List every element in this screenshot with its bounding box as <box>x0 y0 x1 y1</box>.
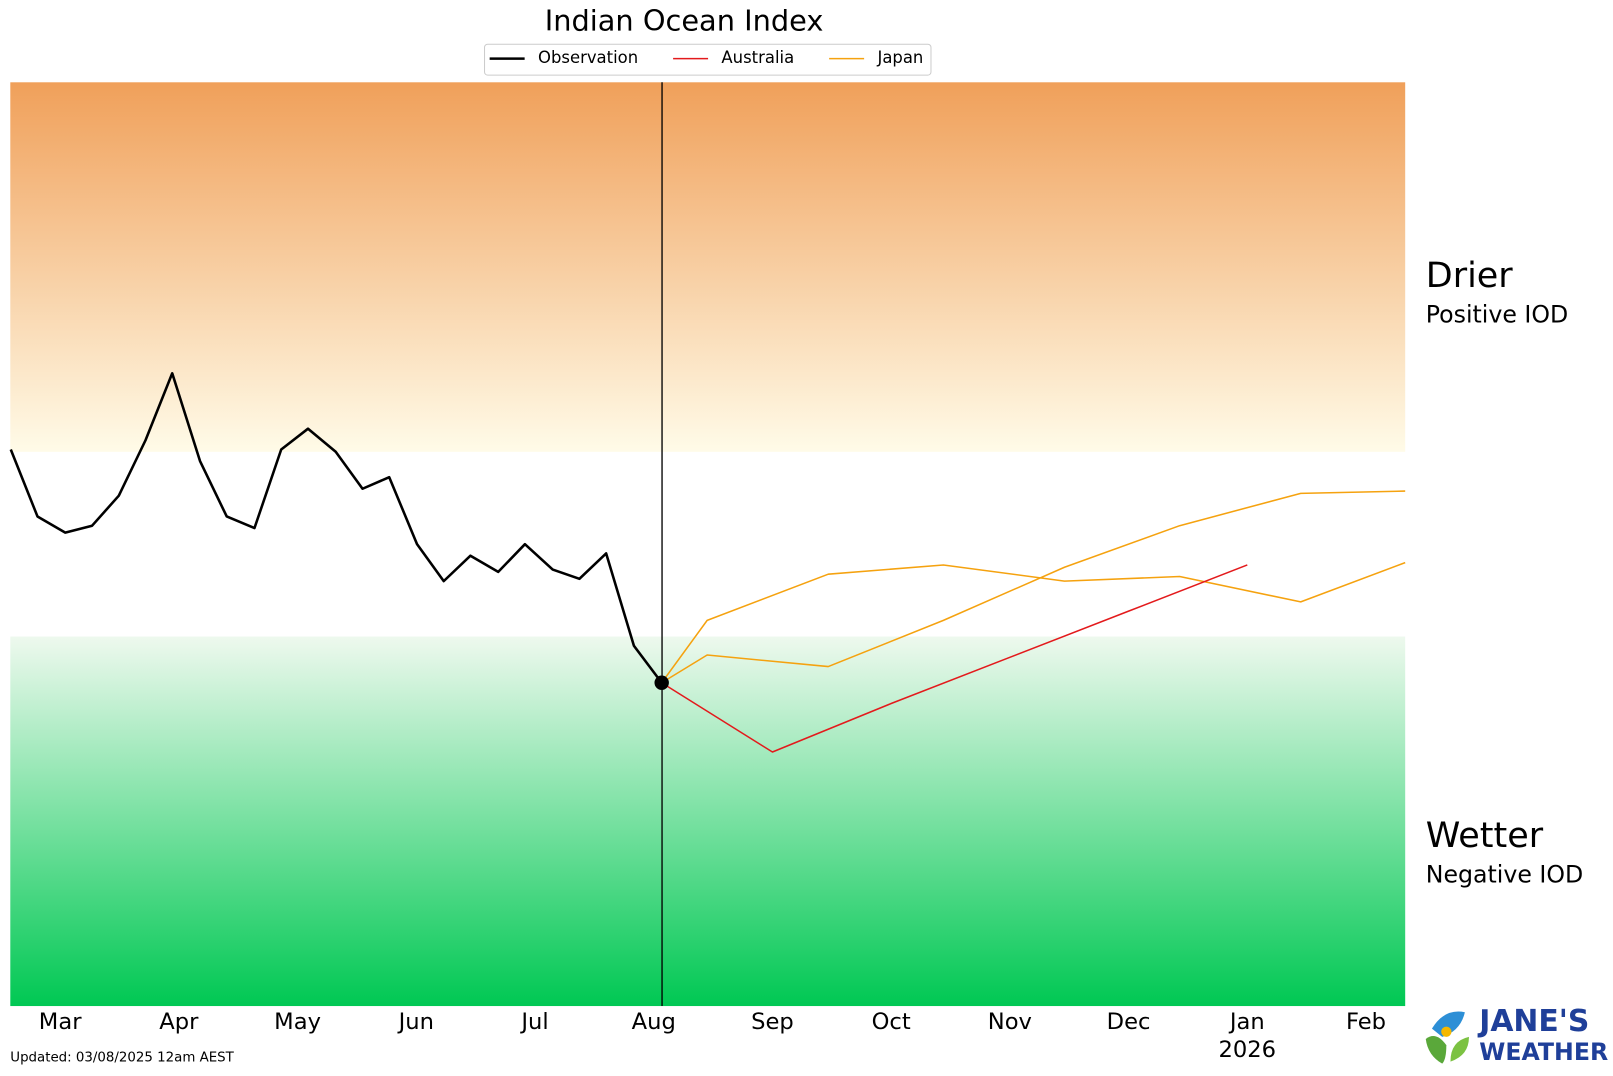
logo-sun <box>1441 1026 1452 1037</box>
logo-leaf <box>1425 1035 1447 1064</box>
x-tick-label: Dec <box>1107 1009 1151 1035</box>
x-tick-label: Sep <box>751 1009 794 1035</box>
brand-name: WEATHER <box>1479 1038 1608 1066</box>
legend-label: Observation <box>538 48 638 67</box>
legend-box <box>484 43 932 76</box>
x-tick-sublabel: 2026 <box>1219 1037 1277 1063</box>
x-tick-label: Jan <box>1228 1009 1265 1035</box>
footnote: Updated: 03/08/2025 12am AEST <box>10 1050 234 1065</box>
x-tick-label: Jul <box>519 1009 548 1035</box>
band-label: Wetter <box>1426 816 1544 856</box>
brand-name: JANE'S <box>1477 1004 1589 1039</box>
x-tick-label: May <box>274 1009 321 1035</box>
x-tick-label: Mar <box>39 1009 82 1035</box>
brand-logo <box>1425 1011 1469 1064</box>
current-point <box>654 675 669 690</box>
x-tick-label: Nov <box>988 1009 1032 1035</box>
legend: Observation Australia Japan <box>484 43 932 76</box>
legend-label: Japan <box>876 48 923 67</box>
band-sublabel: Positive IOD <box>1426 301 1568 329</box>
chart-title: Indian Ocean Index <box>545 4 824 38</box>
logo-leaf <box>1431 1011 1465 1037</box>
band <box>10 82 1406 452</box>
x-tick-label: Apr <box>159 1009 199 1035</box>
band <box>10 636 1406 1007</box>
band-label: Drier <box>1426 256 1514 296</box>
band-sublabel: Negative IOD <box>1426 861 1583 889</box>
x-tick-label: Feb <box>1346 1009 1386 1035</box>
logo-leaf <box>1450 1036 1469 1062</box>
legend-label: Australia <box>721 48 794 67</box>
x-tick-label: Jun <box>397 1009 434 1035</box>
x-tick-label: Aug <box>632 1009 676 1035</box>
series-line <box>9 371 663 684</box>
series-line <box>661 561 1406 684</box>
x-tick-label: Oct <box>872 1009 911 1035</box>
series-line <box>661 564 1248 753</box>
series-line <box>661 490 1406 684</box>
